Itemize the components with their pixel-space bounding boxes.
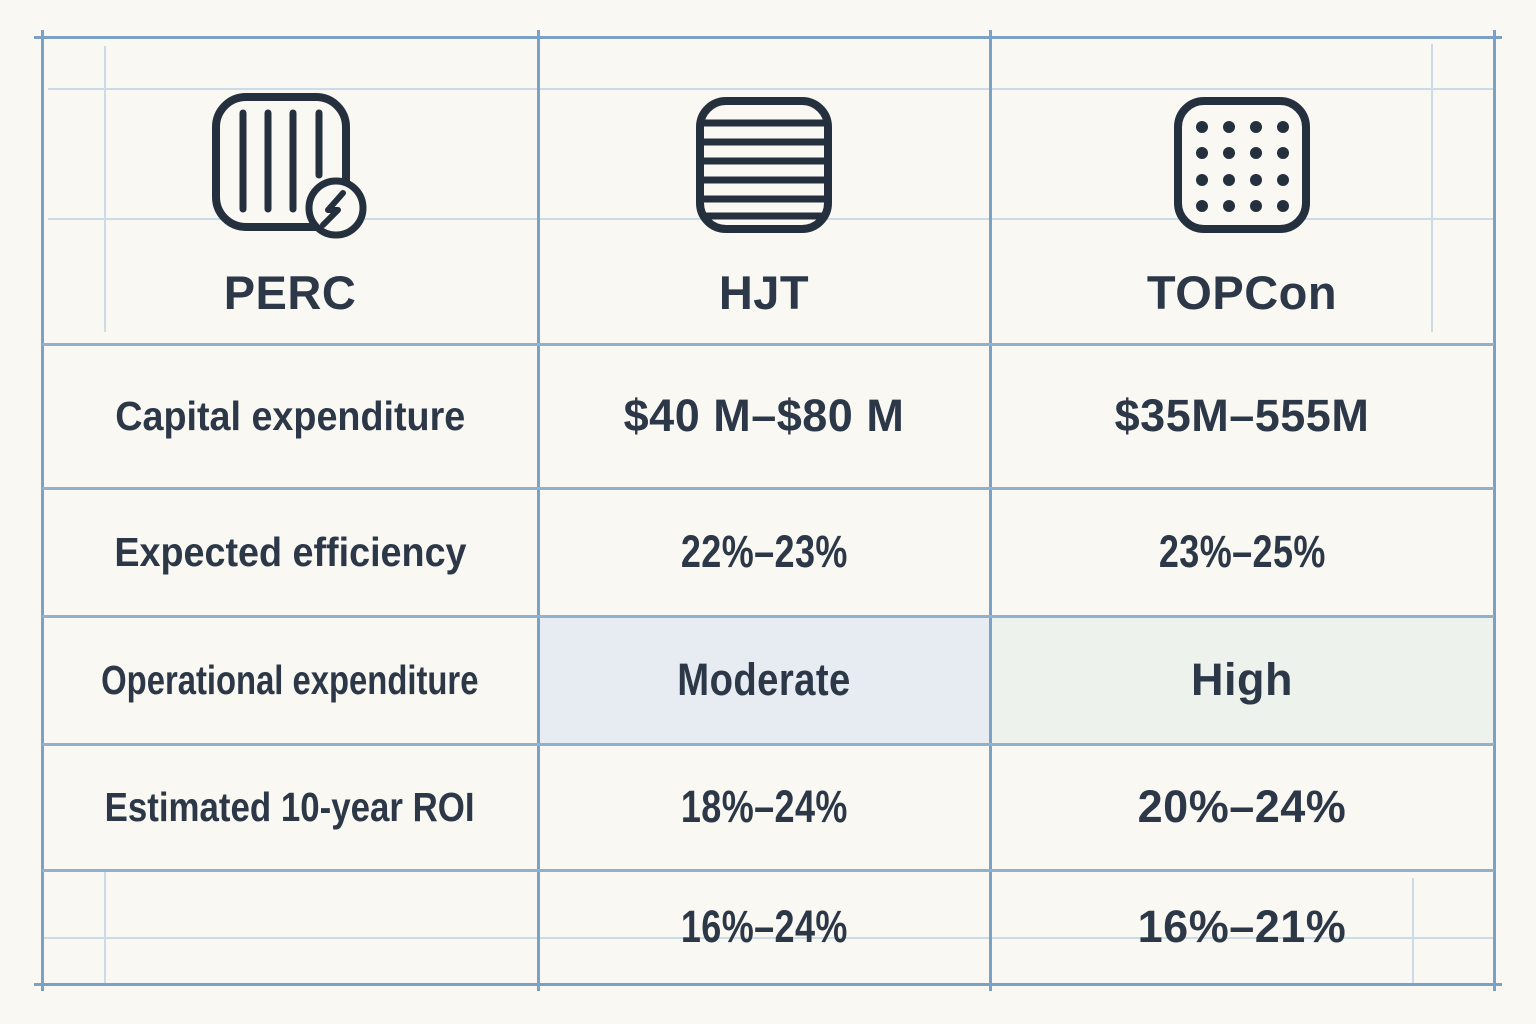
column-header-perc: PERC (42, 37, 538, 344)
row-divider (42, 615, 1494, 618)
cell-value: High (1191, 654, 1293, 705)
table-border-left (41, 30, 44, 991)
value-cell-topcon: 20%–24% (990, 744, 1494, 870)
value-cell-hjt: Moderate (538, 616, 990, 744)
column-header-topcon: TOPCon (990, 37, 1494, 344)
guide-line (1431, 44, 1433, 332)
row-divider (42, 743, 1494, 746)
column-header-label: PERC (223, 266, 357, 319)
row-label-cell: Estimated 10-year ROI (42, 744, 538, 870)
column-divider (537, 30, 540, 991)
value-cell-topcon: 23%–25% (990, 488, 1494, 616)
table-border-top (34, 36, 1502, 39)
solar-panel-dot-grid-icon (1172, 91, 1312, 241)
guide-line (48, 88, 1494, 90)
cell-value: 16%–21% (1137, 901, 1347, 952)
table-border-right (1493, 30, 1496, 991)
guide-line (1412, 878, 1414, 983)
guide-line (104, 872, 106, 983)
cell-value: Moderate (677, 654, 851, 705)
row-divider (42, 487, 1494, 490)
table-border-bottom (34, 983, 1502, 986)
value-cell-hjt: 18%–24% (538, 744, 990, 870)
moderate-cell-highlight (538, 616, 990, 744)
row-divider (42, 343, 1494, 346)
row-label-cell: Capital expenditure (42, 344, 538, 488)
column-header-label: TOPCon (1146, 266, 1338, 319)
high-cell-highlight (990, 616, 1494, 744)
cell-value: 20%–24% (1137, 781, 1347, 832)
row-label: Capital expenditure (114, 392, 466, 439)
row-label-cell: Operational expenditure (42, 616, 538, 744)
comparison-table: PERC HJT (42, 37, 1494, 984)
cell-value: 18%–24% (680, 781, 848, 832)
column-header-hjt: HJT (538, 37, 990, 344)
row-label: Expected efficiency (113, 528, 467, 575)
cell-value: $40 M–$80 M (623, 390, 905, 441)
column-header-label: HJT (718, 266, 810, 319)
row-label-cell: Expected efficiency (42, 488, 538, 616)
cell-value: 16%–24% (680, 901, 848, 952)
column-divider (989, 30, 992, 991)
value-cell-hjt: $40 M–$80 M (538, 344, 990, 488)
solar-panel-horizontal-stripes-icon (694, 91, 834, 241)
cell-value: 23%–25% (1158, 526, 1326, 577)
value-cell-hjt: 16%–24% (538, 870, 990, 984)
row-label: Operational expenditure (101, 656, 479, 703)
value-cell-hjt: 22%–23% (538, 488, 990, 616)
row-label-cell (42, 870, 538, 984)
value-cell-topcon: 16%–21% (990, 870, 1494, 984)
solar-panel-vertical-lines-bolt-icon (210, 91, 370, 241)
value-cell-topcon: High (990, 616, 1494, 744)
guide-line (104, 46, 106, 332)
row-divider (42, 869, 1494, 872)
cell-value: 22%–23% (680, 526, 848, 577)
guide-line (42, 937, 1494, 939)
cell-value: $35M–555M (1114, 390, 1370, 441)
row-label: Estimated 10-year ROI (105, 783, 475, 830)
value-cell-topcon: $35M–555M (990, 344, 1494, 488)
